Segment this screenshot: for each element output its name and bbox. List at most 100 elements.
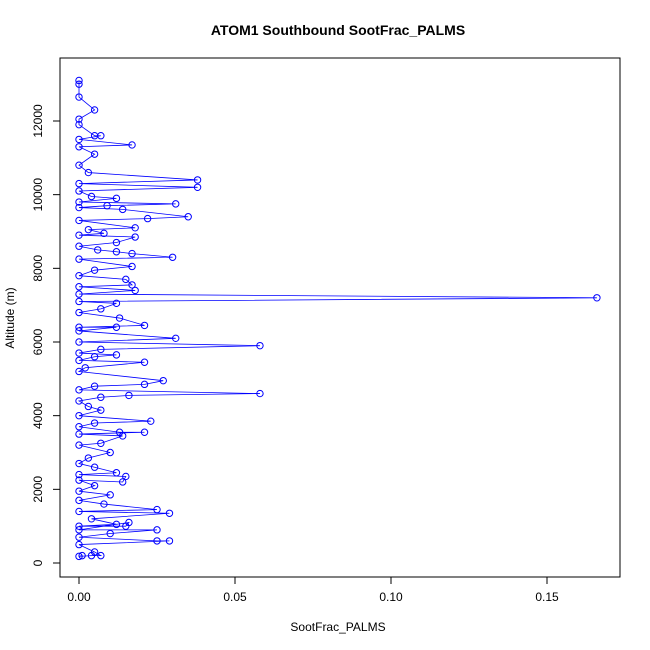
point [90, 266, 99, 274]
chart-title: ATOM1 Southbound SootFrac_PALMS [211, 22, 465, 38]
point [97, 305, 105, 313]
point [131, 224, 139, 232]
point [100, 229, 108, 238]
point [75, 271, 83, 280]
point [103, 202, 111, 210]
point [193, 176, 202, 184]
point [147, 417, 155, 425]
point [97, 406, 105, 414]
point [84, 454, 93, 462]
point [159, 376, 167, 385]
point [153, 537, 161, 545]
point [75, 187, 83, 195]
x-tick-label: 0.15 [535, 590, 559, 604]
point [75, 290, 83, 298]
point [75, 308, 83, 317]
y-tick-label: 12000 [31, 104, 45, 138]
point [90, 106, 99, 114]
point [75, 386, 83, 394]
point [106, 448, 114, 457]
point [593, 294, 601, 302]
point [90, 463, 99, 471]
point [143, 214, 152, 223]
y-tick-label: 2000 [31, 476, 45, 503]
point [112, 469, 121, 477]
point [75, 120, 83, 129]
point [75, 135, 83, 144]
point [172, 200, 180, 208]
point [75, 496, 83, 505]
point [75, 198, 83, 206]
point [87, 551, 96, 560]
point [75, 349, 83, 357]
point [165, 537, 174, 545]
point [75, 255, 83, 263]
point [75, 327, 83, 335]
point [100, 500, 108, 508]
point [128, 141, 136, 149]
point [75, 323, 83, 331]
point [75, 356, 83, 365]
point [94, 246, 102, 254]
point [75, 522, 83, 530]
point [75, 540, 83, 549]
point [131, 233, 139, 241]
point [106, 491, 114, 499]
point [112, 520, 121, 529]
point [115, 314, 124, 322]
point [193, 183, 202, 191]
point [75, 80, 83, 88]
point [75, 411, 83, 420]
y-axis-label: Altitude (m) [3, 287, 17, 348]
point [128, 262, 136, 271]
point [128, 249, 136, 258]
point [75, 533, 83, 541]
y-tick-label: 6000 [31, 328, 45, 355]
point [97, 345, 105, 354]
point [256, 389, 264, 398]
point [75, 93, 83, 101]
point [97, 393, 105, 401]
point [84, 402, 93, 411]
point [90, 150, 99, 158]
point [168, 253, 177, 261]
point [112, 299, 121, 308]
point [75, 423, 83, 431]
point [131, 286, 139, 295]
point [75, 459, 83, 468]
y-tick-label: 4000 [31, 402, 45, 429]
point [140, 321, 149, 330]
point [75, 338, 83, 346]
point [75, 115, 83, 123]
point [90, 382, 99, 390]
y-tick-label: 0 [31, 559, 45, 566]
point [87, 515, 96, 523]
point [90, 419, 99, 427]
point [112, 323, 121, 331]
point [75, 526, 83, 534]
point [97, 132, 105, 140]
y-tick-label: 8000 [31, 255, 45, 282]
point [128, 281, 136, 289]
point [75, 441, 83, 449]
point [140, 380, 149, 389]
series-line [77, 80, 597, 557]
x-tick-label: 0.05 [223, 590, 247, 604]
point [172, 334, 180, 343]
point [75, 283, 83, 291]
point [125, 391, 133, 400]
point [75, 507, 83, 516]
point [75, 179, 83, 188]
point [122, 472, 130, 481]
point [106, 529, 114, 538]
point [153, 505, 161, 514]
point [153, 526, 161, 534]
point [81, 364, 89, 372]
point [75, 470, 83, 479]
point [140, 358, 149, 366]
point [118, 478, 127, 486]
point [97, 439, 105, 447]
y-tick-label: 10000 [31, 178, 45, 212]
point [122, 275, 130, 284]
